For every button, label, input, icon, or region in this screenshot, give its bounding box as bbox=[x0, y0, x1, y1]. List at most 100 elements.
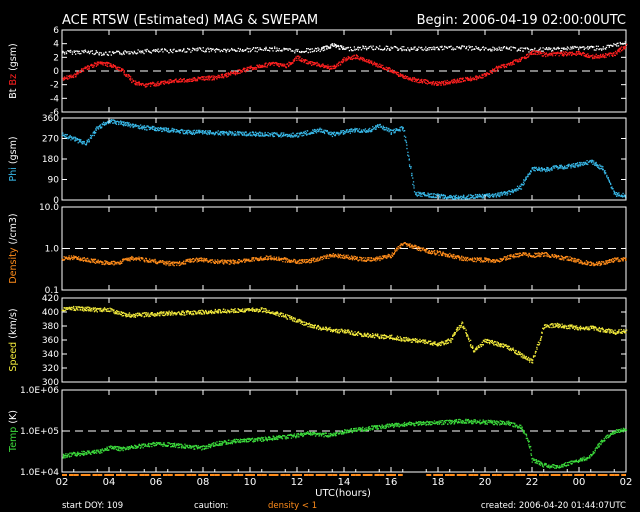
data-point bbox=[100, 61, 102, 64]
data-point bbox=[217, 132, 219, 135]
data-point bbox=[518, 60, 520, 62]
data-point bbox=[553, 47, 555, 49]
data-point bbox=[500, 258, 502, 260]
data-point bbox=[70, 76, 73, 78]
data-point bbox=[147, 125, 149, 127]
data-point bbox=[575, 163, 577, 165]
data-point bbox=[65, 77, 67, 80]
data-point bbox=[418, 46, 420, 48]
data-point bbox=[514, 255, 516, 258]
data-point bbox=[63, 76, 66, 78]
data-point bbox=[428, 81, 430, 84]
data-point bbox=[98, 54, 100, 56]
data-point bbox=[393, 253, 395, 255]
data-point bbox=[154, 127, 156, 129]
data-point bbox=[621, 43, 623, 45]
data-point bbox=[203, 261, 205, 263]
data-point bbox=[585, 163, 588, 165]
data-point bbox=[255, 135, 257, 137]
data-point bbox=[446, 256, 448, 258]
data-point bbox=[112, 65, 114, 67]
data-point bbox=[621, 196, 624, 198]
data-point bbox=[399, 245, 401, 247]
data-point bbox=[78, 306, 80, 308]
data-point bbox=[396, 250, 398, 252]
data-point bbox=[507, 64, 509, 66]
data-point bbox=[481, 77, 483, 79]
data-point bbox=[396, 73, 398, 76]
data-point bbox=[317, 64, 319, 67]
data-point bbox=[478, 257, 480, 260]
data-point bbox=[95, 65, 97, 67]
data-point bbox=[512, 256, 514, 258]
data-point bbox=[412, 48, 414, 50]
data-point bbox=[100, 310, 103, 312]
data-point bbox=[477, 195, 479, 197]
data-point bbox=[609, 182, 612, 185]
data-point bbox=[617, 42, 619, 44]
data-point bbox=[558, 47, 561, 50]
data-point bbox=[417, 78, 420, 80]
data-point bbox=[219, 50, 221, 53]
data-point bbox=[519, 185, 521, 187]
data-point bbox=[419, 79, 421, 81]
data-point bbox=[233, 49, 235, 51]
data-point bbox=[170, 81, 173, 84]
data-point bbox=[227, 259, 229, 262]
data-point bbox=[434, 82, 437, 84]
data-point bbox=[78, 256, 80, 258]
data-point bbox=[165, 127, 167, 129]
data-point bbox=[252, 47, 255, 49]
data-point bbox=[82, 260, 85, 262]
data-point bbox=[383, 256, 386, 258]
data-point bbox=[601, 167, 603, 169]
data-point bbox=[266, 64, 269, 67]
data-point bbox=[348, 129, 350, 131]
data-point bbox=[124, 123, 126, 125]
data-point bbox=[251, 69, 254, 71]
data-point bbox=[94, 132, 96, 134]
data-point bbox=[410, 79, 412, 81]
data-point bbox=[101, 54, 103, 56]
data-point bbox=[171, 129, 173, 131]
data-point bbox=[568, 54, 571, 56]
data-point bbox=[476, 257, 479, 259]
data-point bbox=[618, 259, 620, 261]
data-point bbox=[99, 126, 101, 128]
data-point bbox=[203, 78, 205, 80]
data-point bbox=[478, 195, 480, 198]
data-point bbox=[605, 46, 608, 49]
data-point bbox=[322, 257, 325, 260]
data-point bbox=[203, 131, 205, 133]
data-point bbox=[603, 56, 605, 58]
data-point bbox=[452, 81, 454, 83]
data-point bbox=[518, 254, 520, 256]
data-point bbox=[285, 133, 287, 136]
data-point bbox=[540, 52, 542, 54]
data-point bbox=[566, 259, 568, 261]
data-point bbox=[198, 260, 200, 262]
data-point bbox=[283, 135, 285, 137]
data-point bbox=[138, 256, 140, 258]
data-point bbox=[476, 259, 478, 261]
data-point bbox=[250, 65, 252, 67]
data-point bbox=[156, 49, 158, 51]
data-point bbox=[222, 50, 224, 52]
data-point bbox=[168, 263, 170, 265]
data-point bbox=[551, 169, 553, 171]
data-point bbox=[270, 259, 272, 261]
data-point bbox=[444, 253, 446, 255]
data-point bbox=[474, 78, 476, 80]
data-point bbox=[173, 48, 175, 50]
data-point bbox=[245, 258, 247, 260]
data-point bbox=[548, 53, 550, 55]
data-point bbox=[446, 82, 449, 84]
data-point bbox=[606, 54, 608, 56]
data-point bbox=[225, 74, 227, 76]
data-point bbox=[256, 67, 258, 69]
data-point bbox=[524, 253, 526, 256]
data-point bbox=[312, 63, 314, 66]
data-point bbox=[296, 135, 298, 137]
data-point bbox=[202, 259, 205, 261]
data-point bbox=[460, 256, 463, 258]
